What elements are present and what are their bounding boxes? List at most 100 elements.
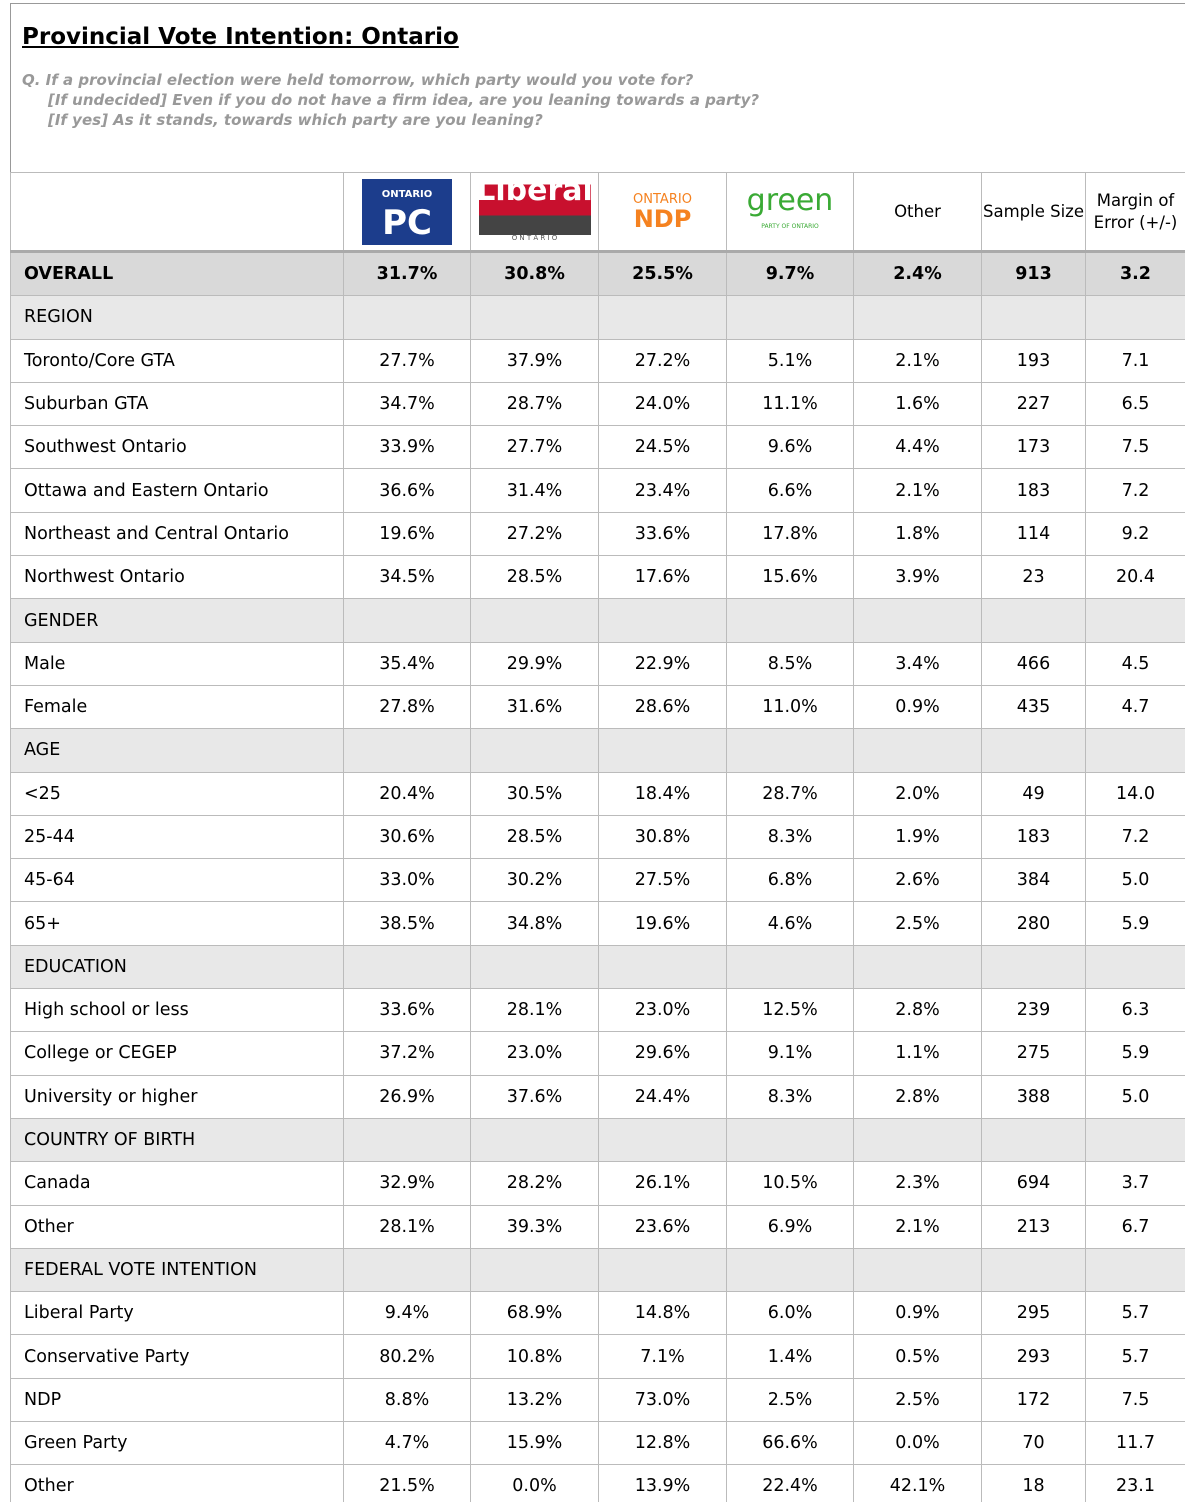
page: Provincial Vote Intention: Ontario Q. If…: [0, 0, 1185, 1502]
row-label: Female: [11, 685, 344, 728]
cell: 20.4: [1086, 556, 1185, 599]
empty-cell: [854, 729, 982, 772]
empty-cell: [982, 729, 1086, 772]
cell: 15.6%: [727, 556, 854, 599]
empty-cell: [982, 1248, 1086, 1291]
cell: 2.1%: [854, 1205, 982, 1248]
section-row: GENDER: [11, 599, 1185, 642]
data-row: Ottawa and Eastern Ontario36.6%31.4%23.4…: [11, 469, 1185, 512]
cell: 2.6%: [854, 859, 982, 902]
row-label: COUNTRY OF BIRTH: [11, 1118, 344, 1161]
cell: 6.7: [1086, 1205, 1185, 1248]
cell: 29.9%: [471, 642, 599, 685]
cell: 28.7%: [727, 772, 854, 815]
cell: 4.6%: [727, 902, 854, 945]
question: Q. If a provincial election were held to…: [22, 70, 759, 130]
cell: 193: [982, 339, 1086, 382]
cell: 9.4%: [344, 1292, 471, 1335]
cell: 32.9%: [344, 1162, 471, 1205]
row-label: College or CEGEP: [11, 1032, 344, 1075]
row-label: Liberal Party: [11, 1292, 344, 1335]
empty-cell: [982, 1118, 1086, 1161]
section-row: COUNTRY OF BIRTH: [11, 1118, 1185, 1161]
section-row: AGE: [11, 729, 1185, 772]
empty-cell: [854, 945, 982, 988]
cell: 23: [982, 556, 1086, 599]
cell: 6.5: [1086, 382, 1185, 425]
logo-text: PARTY OF ONTARIO: [761, 216, 819, 238]
row-label: Northwest Ontario: [11, 556, 344, 599]
empty-cell: [599, 599, 727, 642]
cell: 37.2%: [344, 1032, 471, 1075]
cell: 5.7: [1086, 1292, 1185, 1335]
empty-cell: [599, 296, 727, 339]
cell: 8.3%: [727, 815, 854, 858]
data-row: <2520.4%30.5%18.4%28.7%2.0%4914.0: [11, 772, 1185, 815]
cell: 2.5%: [727, 1378, 854, 1421]
cell: 5.9: [1086, 902, 1185, 945]
row-label: High school or less: [11, 989, 344, 1032]
cell: 6.3: [1086, 989, 1185, 1032]
cell: 183: [982, 815, 1086, 858]
cell: 2.8%: [854, 989, 982, 1032]
row-label: Suburban GTA: [11, 382, 344, 425]
row-label: Green Party: [11, 1422, 344, 1465]
cell: 4.7: [1086, 685, 1185, 728]
cell: 183: [982, 469, 1086, 512]
empty-cell: [727, 729, 854, 772]
cell: 7.2: [1086, 469, 1185, 512]
data-row: Suburban GTA34.7%28.7%24.0%11.1%1.6%2276…: [11, 382, 1185, 425]
row-label: Northeast and Central Ontario: [11, 512, 344, 555]
cell: 28.1%: [344, 1205, 471, 1248]
cell: 23.6%: [599, 1205, 727, 1248]
cell: 5.1%: [727, 339, 854, 382]
cell: 0.0%: [471, 1465, 599, 1502]
cell: 30.8%: [471, 252, 599, 296]
cell: 34.5%: [344, 556, 471, 599]
cell: 9.6%: [727, 426, 854, 469]
cell: 27.7%: [471, 426, 599, 469]
row-label: University or higher: [11, 1075, 344, 1118]
cell: 6.9%: [727, 1205, 854, 1248]
empty-cell: [1086, 1118, 1185, 1161]
cell: 38.5%: [344, 902, 471, 945]
cell: 27.8%: [344, 685, 471, 728]
cell: 4.5: [1086, 642, 1185, 685]
row-label: Other: [11, 1465, 344, 1502]
column-header: Other: [854, 173, 982, 252]
cell: 19.6%: [344, 512, 471, 555]
cell: 23.4%: [599, 469, 727, 512]
cell: 227: [982, 382, 1086, 425]
row-label: Conservative Party: [11, 1335, 344, 1378]
cell: 2.8%: [854, 1075, 982, 1118]
cell: 33.0%: [344, 859, 471, 902]
empty-cell: [854, 599, 982, 642]
cell: 19.6%: [599, 902, 727, 945]
cell: 7.2: [1086, 815, 1185, 858]
party-logo: LiberalO N T A R I O: [479, 179, 591, 245]
empty-cell: [599, 729, 727, 772]
cell: 22.4%: [727, 1465, 854, 1502]
data-row: College or CEGEP37.2%23.0%29.6%9.1%1.1%2…: [11, 1032, 1185, 1075]
data-row: University or higher26.9%37.6%24.4%8.3%2…: [11, 1075, 1185, 1118]
cell: 694: [982, 1162, 1086, 1205]
row-label: 25-44: [11, 815, 344, 858]
cell: 28.7%: [471, 382, 599, 425]
row-label: <25: [11, 772, 344, 815]
cell: 3.4%: [854, 642, 982, 685]
cell: 1.6%: [854, 382, 982, 425]
cell: 30.6%: [344, 815, 471, 858]
empty-cell: [344, 1248, 471, 1291]
empty-cell: [727, 1248, 854, 1291]
title: Provincial Vote Intention: Ontario: [22, 24, 459, 50]
cell: 30.8%: [599, 815, 727, 858]
data-row: Conservative Party80.2%10.8%7.1%1.4%0.5%…: [11, 1335, 1185, 1378]
party-logo-cell: ONTARIONDP: [599, 173, 727, 252]
empty-cell: [727, 296, 854, 339]
